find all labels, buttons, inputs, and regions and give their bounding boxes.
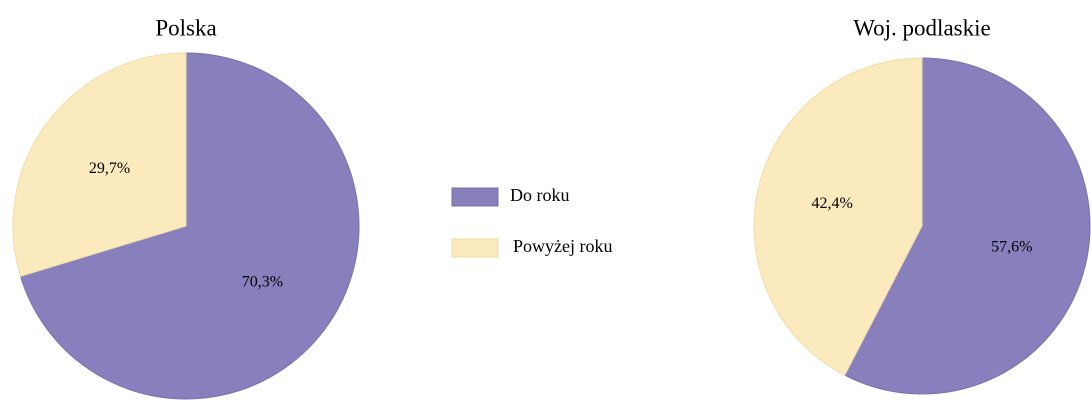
pie-slice (19, 52, 360, 400)
chart-title: Woj. podlaskie (853, 15, 990, 40)
legend-swatch (451, 238, 499, 258)
data-label: 29,7% (89, 160, 130, 177)
legend-label: Powyżej roku (513, 236, 612, 256)
chart-title: Polska (155, 15, 216, 40)
pie-slice (844, 57, 1091, 395)
data-label: 57,6% (991, 239, 1032, 256)
legend-label: Do roku (510, 185, 570, 205)
pie-slice (12, 52, 187, 277)
pie-slice (753, 57, 923, 376)
data-label: 42,4% (812, 195, 853, 212)
data-label: 70,3% (242, 273, 283, 290)
legend-swatch (451, 187, 499, 207)
